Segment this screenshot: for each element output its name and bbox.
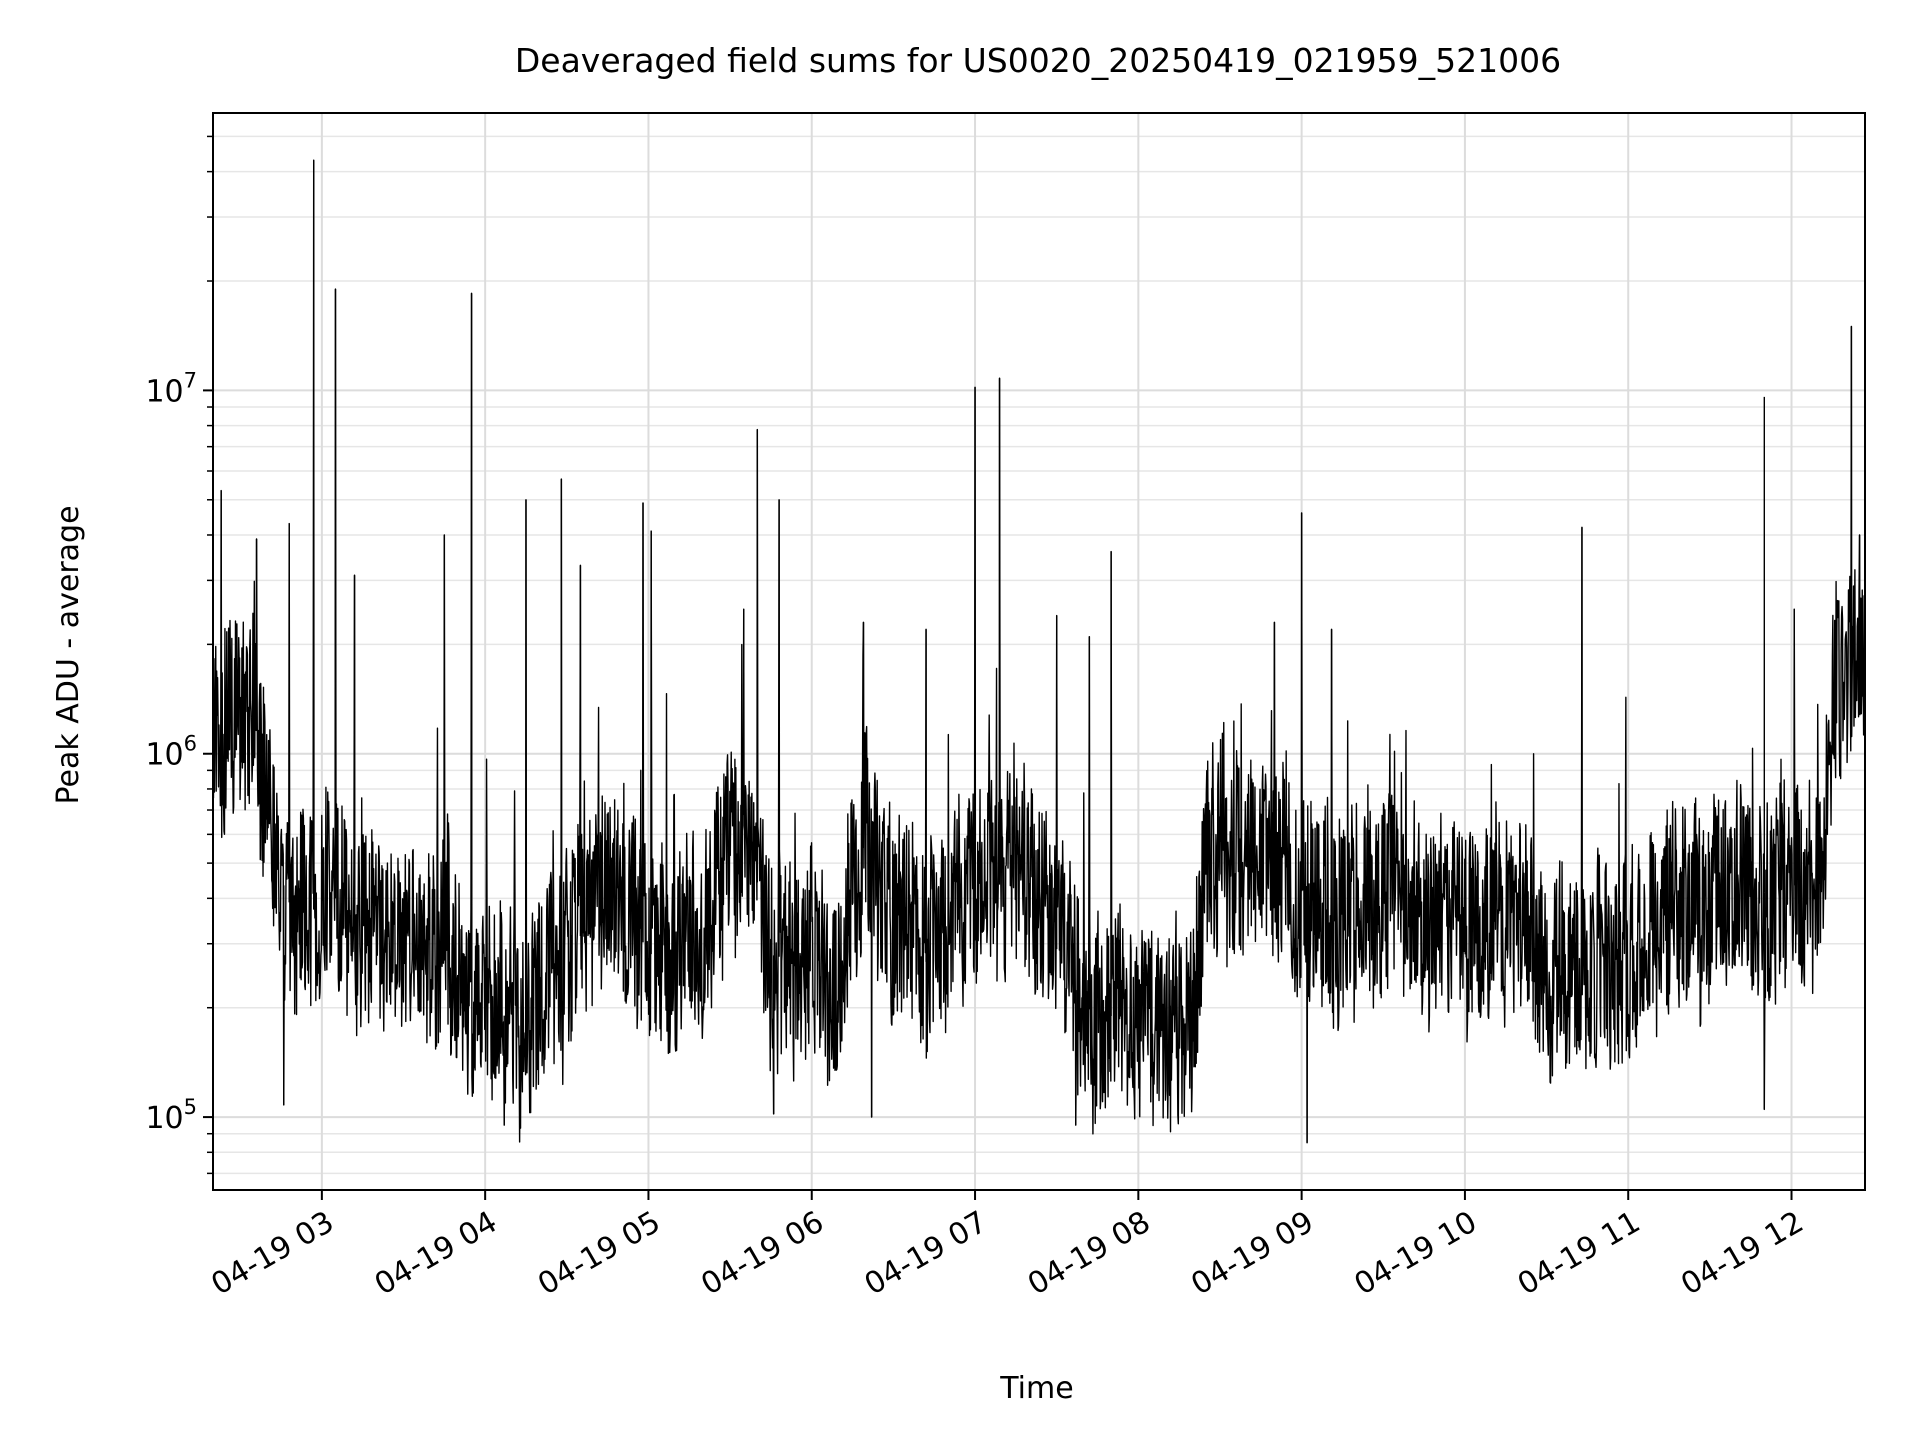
y-tick-label: 106 xyxy=(145,732,197,773)
minor-grid xyxy=(213,135,1865,1175)
plot-frame xyxy=(212,112,1866,1191)
y-axis: 105 106 107 xyxy=(145,135,213,1175)
y-tick-label: 107 xyxy=(145,368,197,409)
series-line xyxy=(212,159,1866,1144)
y-tick-label: 105 xyxy=(145,1095,197,1136)
y-axis-label: Peak ADU - average xyxy=(51,505,86,804)
x-axis-label: Time xyxy=(999,1371,1073,1406)
series-layer xyxy=(212,159,1866,1144)
chart-title: Deaveraged field sums for US0020_2025041… xyxy=(515,41,1561,80)
